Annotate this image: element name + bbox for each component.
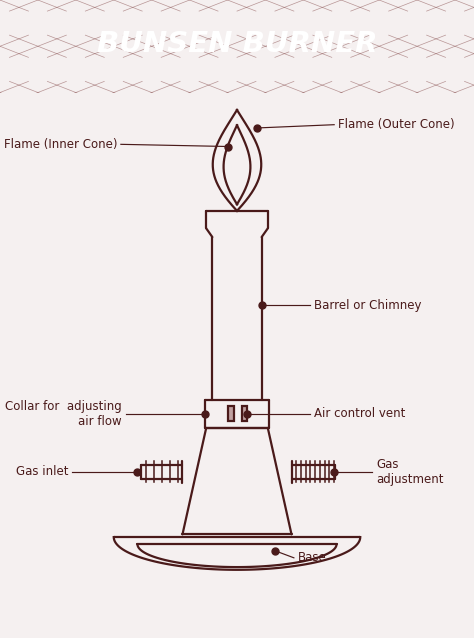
Text: Air control vent: Air control vent <box>314 407 406 420</box>
Text: Gas inlet: Gas inlet <box>16 465 68 478</box>
Text: Flame (Inner Cone): Flame (Inner Cone) <box>4 138 117 151</box>
Text: BUNSEN BURNER: BUNSEN BURNER <box>97 31 377 59</box>
Text: Base: Base <box>298 551 327 565</box>
Text: Gas
adjustment: Gas adjustment <box>376 457 443 486</box>
Text: Barrel or Chimney: Barrel or Chimney <box>314 299 422 312</box>
Text: Collar for  adjusting
    air flow: Collar for adjusting air flow <box>5 400 122 428</box>
Text: Flame (Outer Cone): Flame (Outer Cone) <box>338 118 455 131</box>
Bar <box>228 406 234 422</box>
Bar <box>242 406 247 422</box>
